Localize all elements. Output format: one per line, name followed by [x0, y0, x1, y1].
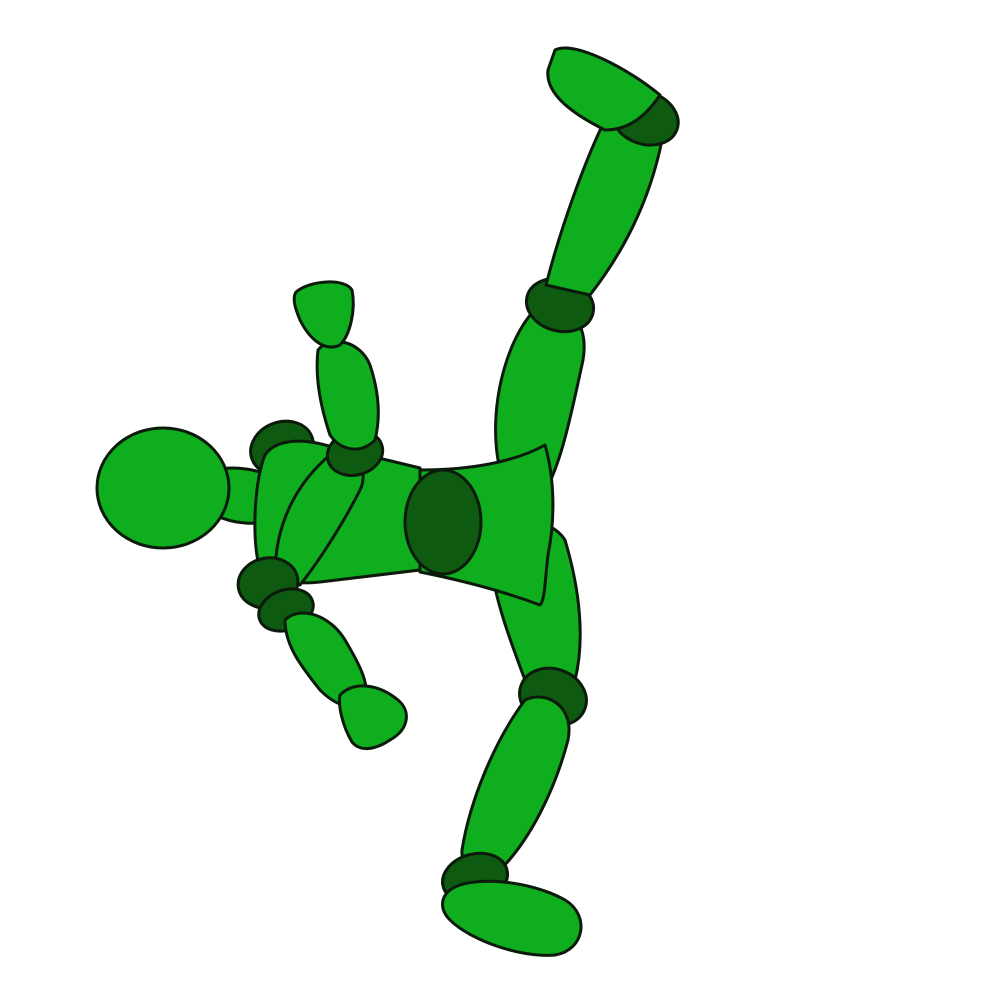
lower-hand — [338, 684, 408, 750]
front-hand — [292, 280, 355, 349]
raised-foot — [546, 46, 662, 132]
waist-joint — [403, 468, 483, 576]
lower-foot — [441, 879, 583, 957]
head — [95, 426, 231, 550]
lower-shin — [460, 695, 571, 876]
front-forearm — [315, 340, 380, 451]
